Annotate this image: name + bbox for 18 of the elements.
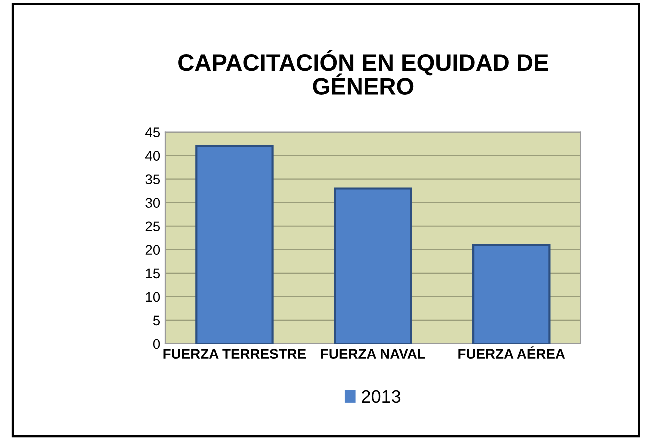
y-tick-label: 0 [153, 339, 160, 350]
y-tick-label: 25 [146, 222, 160, 232]
y-tick-label: 15 [146, 268, 160, 279]
legend-label: 2013 [362, 390, 401, 404]
x-tick-label: FUERZA TERRESTRE [164, 349, 306, 360]
y-tick-label: 10 [146, 292, 160, 302]
chart-title: CAPACITACIÓN EN EQUIDAD DE GÉNERO [178, 50, 548, 95]
y-tick-label: 5 [153, 316, 160, 326]
bar [472, 244, 551, 344]
bar [196, 145, 274, 344]
bar [334, 188, 412, 344]
x-tick-label: FUERZA NAVAL [321, 349, 426, 360]
y-tick-label: 20 [146, 245, 160, 256]
y-tick-label: 45 [146, 128, 160, 138]
y-tick-label: 30 [146, 198, 160, 208]
y-tick-label: 35 [146, 174, 160, 185]
x-tick-label: FUERZA AÉREA [458, 346, 566, 360]
y-tick-label: 40 [146, 151, 160, 161]
